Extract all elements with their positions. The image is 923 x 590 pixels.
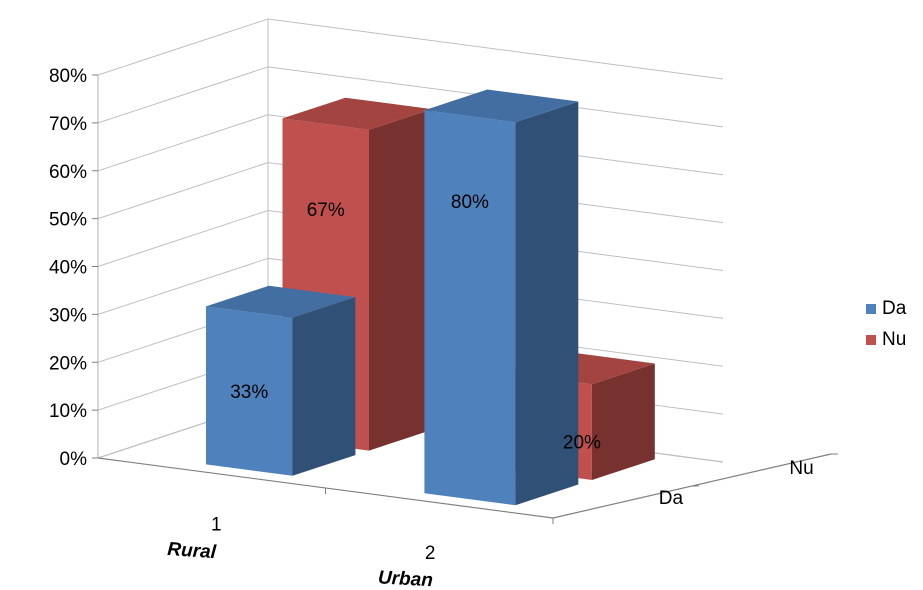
data-label: 80% [451, 192, 489, 213]
gridline [97, 18, 724, 80]
bar-top-face [206, 285, 356, 318]
category-number-label: 1 [211, 515, 222, 536]
bar-front-face [424, 110, 516, 506]
bar-side-face [292, 297, 356, 476]
legend-swatch-da [866, 304, 876, 314]
category-name-label: Rural [167, 539, 218, 563]
data-label: 67% [307, 200, 345, 221]
bar-side-face [591, 363, 655, 480]
depth-label-da: Da [659, 488, 684, 509]
bar-da-1 [206, 285, 356, 476]
y-tick-label: 80% [49, 66, 87, 87]
data-label: 33% [230, 382, 268, 403]
y-tick-label: 40% [49, 258, 87, 279]
category-name-label: Urban [377, 567, 433, 590]
y-tick-label: 60% [49, 162, 87, 183]
legend-label-da: Da [882, 298, 907, 319]
legend-label-nu: Nu [882, 329, 907, 350]
legend-swatch-nu [866, 335, 876, 345]
y-tick-label: 30% [49, 305, 87, 326]
y-tick-label: 50% [49, 210, 87, 231]
data-label: 20% [563, 432, 601, 453]
bar-front-face [206, 306, 293, 476]
bar-top-face [424, 89, 579, 123]
y-tick-label: 20% [49, 353, 87, 374]
y-tick-label: 0% [60, 449, 88, 470]
legend-item-da: Da [866, 298, 906, 320]
legend: Da Nu [866, 298, 906, 360]
bar-da-2 [424, 89, 579, 506]
y-tick-label: 70% [49, 114, 87, 135]
category-number-label: 2 [425, 543, 436, 564]
bar-side-face [369, 109, 432, 451]
bar-top-face [282, 97, 432, 130]
y-tick-label: 10% [49, 401, 87, 422]
depth-label-nu: Nu [789, 458, 813, 479]
legend-item-nu: Nu [866, 329, 906, 351]
bar-side-face [515, 101, 579, 506]
